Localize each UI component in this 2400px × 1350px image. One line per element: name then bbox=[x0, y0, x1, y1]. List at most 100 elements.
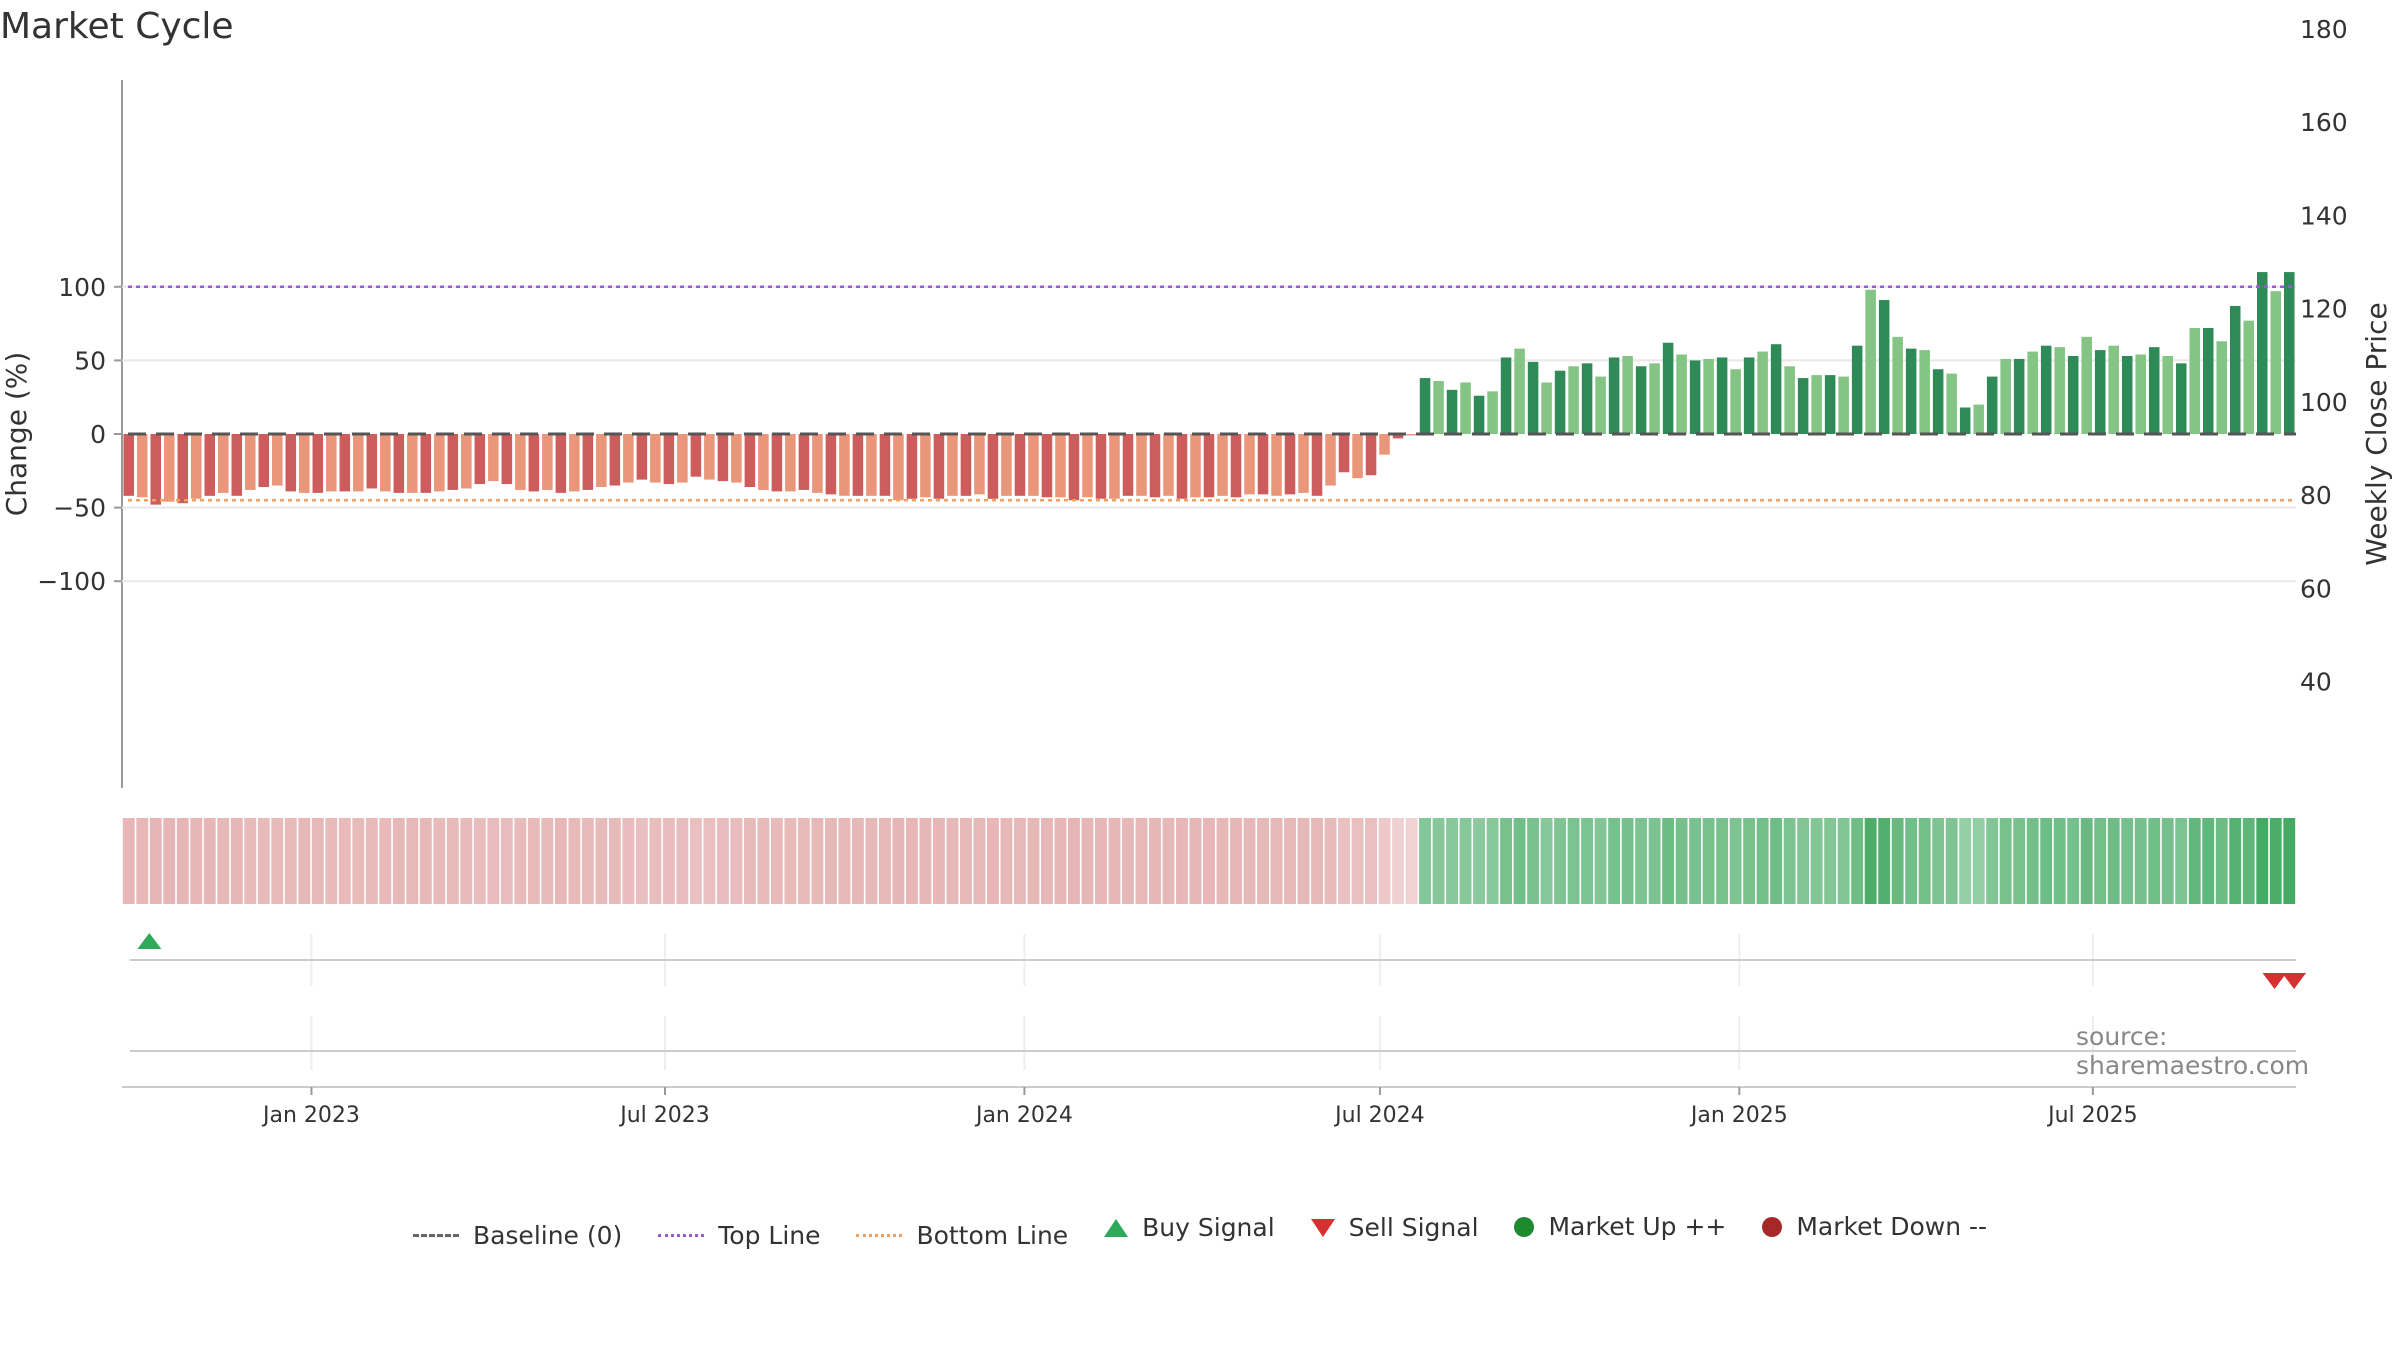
heat-cell bbox=[581, 818, 594, 904]
heat-cell bbox=[2215, 818, 2228, 904]
heat-cell bbox=[1054, 818, 1067, 904]
bar bbox=[690, 434, 702, 477]
bar bbox=[1824, 375, 1836, 434]
bar bbox=[339, 434, 351, 492]
bar bbox=[1001, 434, 1012, 496]
heat-cell bbox=[419, 818, 432, 904]
market-down-dot-icon bbox=[1762, 1216, 1783, 1237]
heat-cell bbox=[1162, 818, 1175, 904]
heat-cell bbox=[811, 818, 824, 904]
heat-cell bbox=[298, 818, 311, 904]
heat-cell bbox=[1473, 818, 1486, 904]
bar bbox=[1865, 289, 1876, 434]
heat-cell bbox=[1689, 818, 1702, 904]
heat-cell bbox=[1851, 818, 1864, 904]
bar bbox=[771, 434, 783, 492]
bar bbox=[731, 434, 742, 483]
bar bbox=[2040, 345, 2052, 434]
heat-cell bbox=[1203, 818, 1215, 904]
legend-item-sell-signal[interactable]: Sell Signal bbox=[1310, 1213, 1479, 1242]
bar bbox=[663, 434, 675, 485]
bar bbox=[1689, 360, 1701, 434]
bar bbox=[2121, 355, 2133, 434]
bar bbox=[1730, 369, 1741, 434]
bar bbox=[906, 434, 918, 499]
legend-item-baseline[interactable]: Baseline (0) bbox=[412, 1221, 622, 1250]
legend-item-top-line[interactable]: Top Line bbox=[658, 1221, 820, 1250]
bar bbox=[1068, 434, 1080, 501]
bar bbox=[1622, 355, 1633, 434]
heat-cell bbox=[1446, 818, 1458, 904]
heat-cell bbox=[433, 818, 446, 904]
bar bbox=[866, 434, 877, 496]
heat-cell bbox=[1986, 818, 1999, 904]
chart-title: Market Cycle bbox=[0, 6, 234, 47]
heat-cell bbox=[946, 818, 959, 904]
heat-cell bbox=[176, 818, 189, 904]
heat-cell bbox=[1014, 818, 1026, 904]
y-axis-label: Change (%) bbox=[0, 352, 33, 517]
bar bbox=[582, 434, 594, 490]
market-up-dot-icon bbox=[1514, 1216, 1535, 1237]
heat-cell bbox=[649, 818, 662, 904]
bar bbox=[1284, 434, 1296, 495]
bar bbox=[1257, 434, 1269, 495]
x-tick-label: Jul 2023 bbox=[618, 1103, 710, 1128]
x-tick-label: Jan 2023 bbox=[261, 1103, 360, 1128]
heat-cell bbox=[1797, 818, 1810, 904]
bar bbox=[1892, 336, 1903, 434]
legend-item-market-down[interactable]: Market Down -- bbox=[1762, 1212, 1987, 1241]
heat-cell bbox=[1770, 818, 1783, 904]
bar bbox=[1176, 434, 1188, 499]
heat-cell bbox=[527, 818, 540, 904]
heat-cell bbox=[1351, 818, 1364, 904]
bar bbox=[2243, 320, 2255, 434]
bar bbox=[717, 434, 729, 482]
y2-tick-label: 60 bbox=[2300, 574, 2332, 603]
heat-cell bbox=[892, 818, 905, 904]
legend-label: Market Up ++ bbox=[1548, 1212, 1727, 1241]
heat-cell bbox=[1108, 818, 1121, 904]
heat-cell bbox=[1095, 818, 1107, 904]
heat-cell bbox=[2175, 818, 2188, 904]
heat-cell bbox=[149, 818, 162, 904]
bar bbox=[136, 434, 148, 498]
bar bbox=[1527, 361, 1539, 434]
sell-signal-marker bbox=[2262, 973, 2287, 989]
bar bbox=[1230, 434, 1242, 498]
bar bbox=[542, 434, 553, 490]
heat-cell bbox=[1500, 818, 1513, 904]
bar bbox=[1595, 376, 1606, 434]
y2-tick-label: 160 bbox=[2300, 108, 2348, 137]
bar bbox=[1325, 434, 1336, 486]
bar bbox=[1271, 434, 1282, 496]
bar bbox=[2283, 272, 2295, 434]
heat-cell bbox=[1729, 818, 1742, 904]
bar bbox=[1784, 366, 1795, 434]
bar bbox=[1473, 395, 1485, 434]
sell-triangle-icon bbox=[1310, 1218, 1335, 1237]
bar bbox=[2229, 305, 2241, 434]
bar bbox=[150, 434, 162, 505]
top-line-swatch bbox=[658, 1233, 705, 1237]
legend-item-buy-signal[interactable]: Buy Signal bbox=[1104, 1213, 1275, 1242]
heat-cell bbox=[406, 818, 419, 904]
y-tick-label: 0 bbox=[90, 420, 106, 449]
bar bbox=[2148, 347, 2160, 434]
bar bbox=[947, 434, 958, 496]
heat-cell bbox=[1378, 818, 1391, 904]
legend-item-market-up[interactable]: Market Up ++ bbox=[1514, 1212, 1726, 1241]
bar bbox=[1514, 348, 1525, 434]
bar bbox=[258, 434, 270, 487]
bar bbox=[852, 434, 864, 496]
baseline-swatch bbox=[412, 1233, 459, 1237]
heat-cell bbox=[716, 818, 729, 904]
y2-tick-label: 80 bbox=[2300, 481, 2332, 510]
heat-cell bbox=[689, 818, 702, 904]
legend-item-bottom-line[interactable]: Bottom Line bbox=[856, 1221, 1068, 1250]
heat-cell bbox=[608, 818, 621, 904]
bar bbox=[1932, 369, 1944, 434]
legend-label: Market Down -- bbox=[1796, 1212, 1988, 1241]
bar bbox=[1986, 376, 1998, 434]
heat-cell bbox=[960, 818, 972, 904]
